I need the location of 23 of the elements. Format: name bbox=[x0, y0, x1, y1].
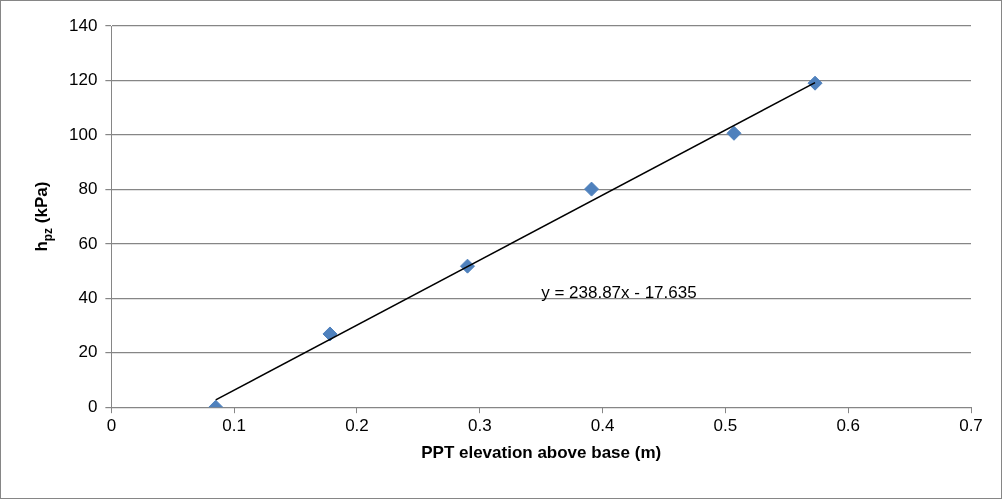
x-tick-label: 0.2 bbox=[345, 416, 369, 436]
y-tick-label: 40 bbox=[78, 287, 98, 307]
point bbox=[584, 181, 600, 197]
y-tick-label: 60 bbox=[78, 233, 98, 253]
annotation: y = 238.87x - 17.635 bbox=[541, 282, 697, 302]
x-tick-label: 0.6 bbox=[836, 416, 861, 436]
point bbox=[807, 75, 823, 91]
y-tick-label: 140 bbox=[68, 15, 98, 35]
y-tick-label: 80 bbox=[78, 179, 98, 199]
x-tick-label: 0.1 bbox=[222, 416, 246, 436]
y-tick-label: 20 bbox=[78, 342, 98, 362]
x-tick-label: 0.7 bbox=[959, 416, 983, 436]
y-tick-label: 100 bbox=[68, 124, 98, 144]
y-tick-label: 120 bbox=[68, 70, 98, 90]
point bbox=[726, 125, 742, 141]
y-tick-label: 0 bbox=[87, 396, 98, 416]
x-tick-label: 0 bbox=[106, 416, 117, 436]
x-tick-label: 0.3 bbox=[467, 416, 492, 436]
y-axis-title: hpz (kPa) bbox=[32, 181, 55, 252]
x-tick-label: 0.4 bbox=[590, 416, 615, 436]
x-tick-label: 0.5 bbox=[713, 416, 738, 436]
point bbox=[322, 326, 338, 342]
x-axis-title: PPT elevation above base (m) bbox=[421, 443, 662, 463]
